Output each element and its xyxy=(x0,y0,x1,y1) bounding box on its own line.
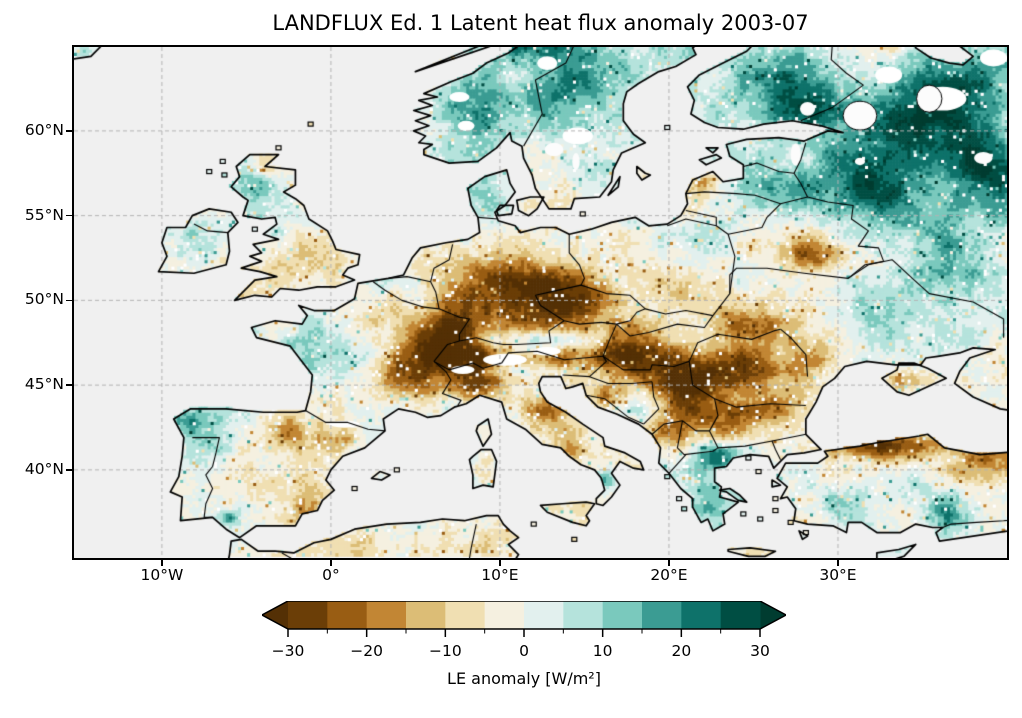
y-tick-mark xyxy=(66,214,72,217)
y-tick-label-45n: 45°N xyxy=(24,375,64,394)
colorbar-svg xyxy=(260,600,788,637)
x-tick-label-30e: 30°E xyxy=(819,566,857,584)
y-tick-mark xyxy=(66,469,72,471)
cb-tick-label-20: 20 xyxy=(671,642,692,660)
x-tick-label-20e: 20°E xyxy=(650,566,688,584)
cb-tick-label-m30: −30 xyxy=(271,642,305,660)
cb-tick-label-10: 10 xyxy=(592,642,613,660)
map-canvas xyxy=(74,47,1007,558)
colorbar-axis-label: LE anomaly [W/m²] xyxy=(447,669,601,688)
page-title: LANDFLUX Ed. 1 Latent heat flux anomaly … xyxy=(272,11,809,35)
x-tick-mark xyxy=(837,560,839,566)
y-tick-label-40n: 40°N xyxy=(24,459,64,478)
y-tick-label-55n: 55°N xyxy=(24,205,64,224)
y-tick-mark xyxy=(66,299,72,302)
cb-tick-label-0: 0 xyxy=(519,642,529,660)
x-tick-mark xyxy=(499,560,501,566)
map-frame xyxy=(72,45,1009,560)
x-tick-label-0: 0° xyxy=(322,566,340,584)
colorbar xyxy=(260,600,788,641)
cb-tick-label-30: 30 xyxy=(750,642,770,660)
x-tick-mark xyxy=(161,560,163,566)
y-tick-mark xyxy=(66,384,72,386)
x-tick-mark xyxy=(330,560,332,566)
x-tick-mark xyxy=(668,560,670,566)
x-tick-label-10w: 10°W xyxy=(140,566,184,584)
y-tick-mark xyxy=(66,130,72,132)
cb-tick-label-m10: −10 xyxy=(428,642,462,660)
x-tick-label-10e: 10°E xyxy=(481,566,519,584)
cb-tick-label-m20: −20 xyxy=(350,642,384,660)
y-tick-label-60n: 60°N xyxy=(24,120,64,139)
y-tick-label-50n: 50°N xyxy=(24,290,64,309)
